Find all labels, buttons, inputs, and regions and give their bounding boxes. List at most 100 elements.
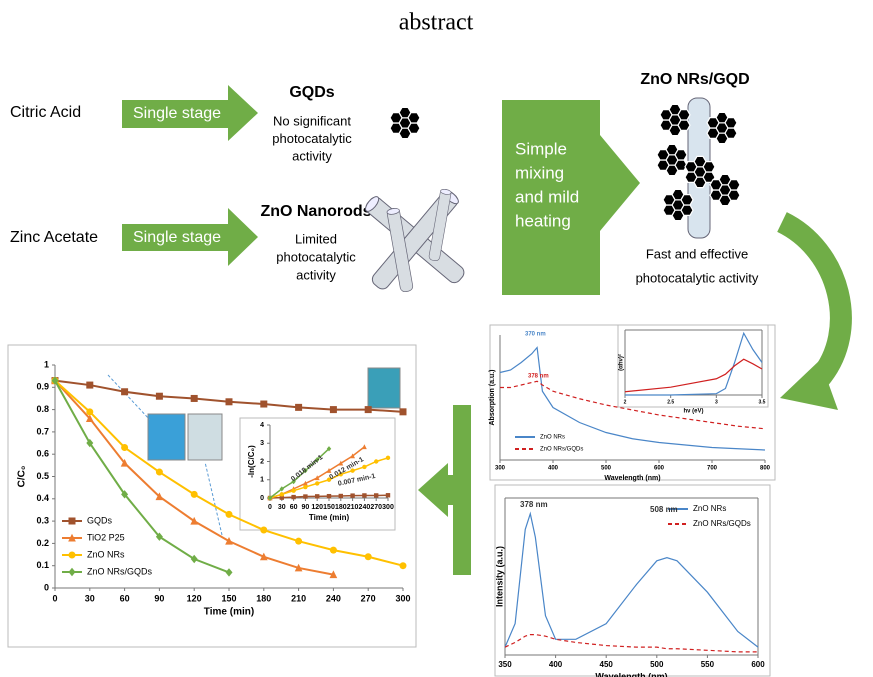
marker bbox=[86, 408, 93, 415]
marker bbox=[156, 469, 163, 476]
marker bbox=[374, 493, 378, 497]
x-tick-label: 700 bbox=[707, 466, 718, 472]
marker bbox=[121, 444, 128, 451]
x-tick-label: 60 bbox=[290, 504, 298, 511]
marker bbox=[191, 395, 198, 402]
legend-label: TiO2 P25 bbox=[87, 532, 125, 542]
legend-label: GQDs bbox=[87, 515, 113, 525]
y-tick-label: 1 bbox=[260, 477, 264, 484]
vial bbox=[368, 368, 400, 408]
legend-label: ZnO NRs bbox=[87, 549, 125, 559]
x-tick-label: 3 bbox=[715, 399, 718, 405]
x-tick-label: 300 bbox=[495, 466, 506, 472]
x-tick-label: 3.5 bbox=[759, 399, 766, 405]
legend-label: ZnO NRs/GQDs bbox=[540, 447, 583, 453]
marker bbox=[291, 495, 295, 499]
marker bbox=[295, 538, 302, 545]
gqd-cluster bbox=[657, 144, 687, 175]
x-tick-label: 120 bbox=[187, 593, 202, 603]
y-axis-label: Absorption (a.u.) bbox=[489, 370, 496, 426]
x-tick-label: 2.5 bbox=[667, 399, 674, 405]
x-tick-label: 300 bbox=[382, 504, 394, 511]
marker bbox=[386, 456, 390, 460]
text-line: Fast and effective bbox=[646, 246, 748, 261]
text-line: No significant bbox=[273, 113, 351, 128]
y-tick-label: 2 bbox=[260, 458, 264, 465]
y-tick-label: 0 bbox=[44, 582, 49, 592]
x-tick-label: 800 bbox=[760, 466, 771, 472]
y-tick-label: 0.3 bbox=[36, 515, 49, 525]
gqd-image bbox=[390, 107, 420, 138]
y-tick-label: 1 bbox=[44, 359, 49, 369]
x-tick-label: 550 bbox=[701, 660, 715, 669]
y-tick-label: 0.5 bbox=[36, 471, 49, 481]
x-tick-label: 450 bbox=[600, 660, 614, 669]
marker bbox=[400, 408, 407, 415]
x-tick-label: 30 bbox=[85, 593, 95, 603]
x-tick-label: 150 bbox=[323, 504, 335, 511]
x-tick-label: 60 bbox=[120, 593, 130, 603]
x-tick-label: 120 bbox=[311, 504, 323, 511]
y-axis-label: Intensity (a.u.) bbox=[494, 546, 504, 607]
y-tick-label: 0.9 bbox=[36, 382, 49, 392]
x-tick-label: 240 bbox=[359, 504, 371, 511]
marker bbox=[374, 459, 378, 463]
marker bbox=[191, 491, 198, 498]
nanorods-image bbox=[363, 188, 466, 292]
marker bbox=[260, 527, 267, 534]
arrow bbox=[418, 405, 471, 575]
marker bbox=[86, 382, 93, 389]
marker bbox=[280, 492, 284, 496]
x-tick-label: 90 bbox=[302, 504, 310, 511]
y-tick-label: 0.7 bbox=[36, 426, 49, 436]
legend-label: ZnO NRs bbox=[540, 435, 565, 441]
annotation: 378 nm bbox=[520, 500, 548, 509]
y-tick-label: 3 bbox=[260, 440, 264, 447]
title: abstract bbox=[399, 10, 474, 36]
marker bbox=[362, 493, 366, 497]
x-tick-label: 600 bbox=[751, 660, 765, 669]
marker bbox=[303, 494, 307, 498]
x-tick-label: 0 bbox=[268, 504, 272, 511]
marker bbox=[315, 494, 319, 498]
y-tick-label: 4 bbox=[260, 422, 264, 429]
x-tick-label: 150 bbox=[221, 593, 236, 603]
x-tick-label: 2 bbox=[624, 399, 627, 405]
x-axis-label: hν (eV) bbox=[683, 409, 703, 415]
x-tick-label: 400 bbox=[549, 660, 563, 669]
page: { "title":"abstract", "flow":{ "row1":{"… bbox=[0, 0, 873, 677]
text-line: photocatalytic bbox=[272, 131, 352, 146]
marker bbox=[303, 485, 307, 489]
gqd-cluster bbox=[663, 189, 693, 220]
product-label: GQDs bbox=[289, 84, 334, 101]
marker bbox=[400, 562, 407, 569]
annotation: 370 nm bbox=[525, 332, 546, 338]
y-tick-label: 0.1 bbox=[36, 560, 49, 570]
legend-label: ZnO NRs/GQDs bbox=[87, 566, 153, 576]
gqd-cluster bbox=[710, 174, 740, 205]
marker bbox=[226, 398, 233, 405]
marker bbox=[330, 547, 337, 554]
x-tick-label: 90 bbox=[154, 593, 164, 603]
text-line: and mild bbox=[515, 187, 579, 206]
composite-image bbox=[657, 98, 740, 238]
x-tick-label: 180 bbox=[256, 593, 271, 603]
y-tick-label: 0 bbox=[260, 495, 264, 502]
text-line: Limited bbox=[295, 231, 337, 246]
marker bbox=[365, 406, 372, 413]
y-tick-label: 0.4 bbox=[36, 493, 49, 503]
marker bbox=[291, 489, 295, 493]
marker bbox=[69, 552, 76, 559]
x-tick-label: 30 bbox=[278, 504, 286, 511]
chart-frame bbox=[495, 485, 770, 676]
product-label: ZnO NRs/GQD bbox=[640, 71, 749, 88]
vial bbox=[188, 414, 222, 460]
x-tick-label: 270 bbox=[370, 504, 382, 511]
step-label: Single stage bbox=[133, 229, 221, 246]
text-line: photocatalytic bbox=[276, 249, 356, 264]
x-tick-label: 350 bbox=[498, 660, 512, 669]
marker bbox=[260, 401, 267, 408]
marker bbox=[365, 553, 372, 560]
step-label: Single stage bbox=[133, 105, 221, 122]
